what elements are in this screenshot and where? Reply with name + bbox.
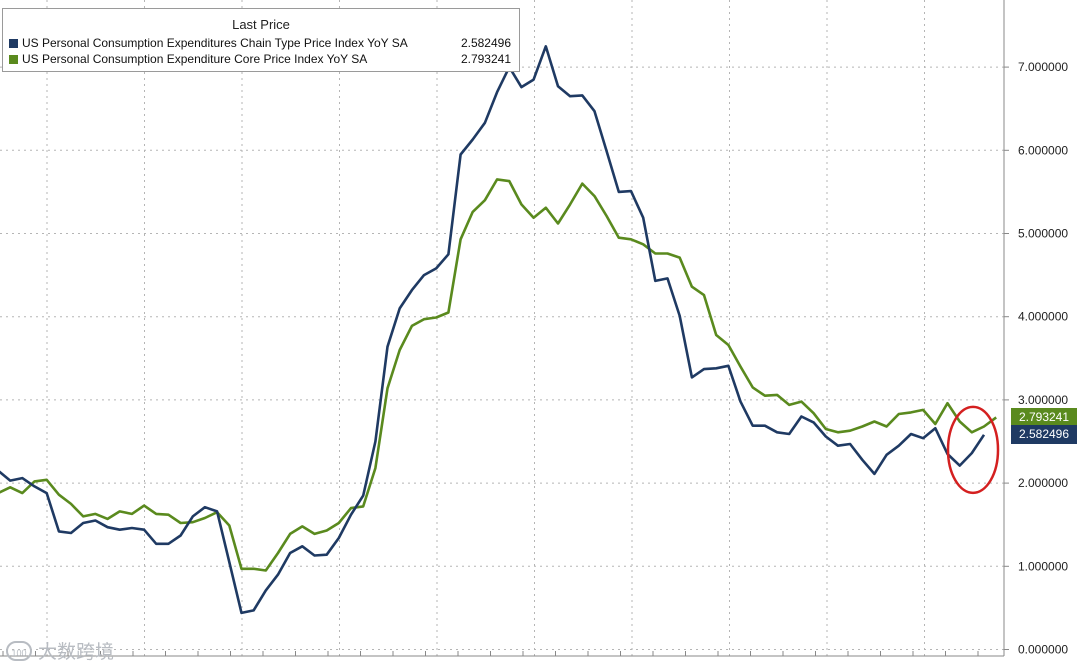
legend-entry-core-pce: US Personal Consumption Expenditure Core… <box>9 52 511 67</box>
series-line-pce <box>0 44 986 615</box>
legend-entry-pce: US Personal Consumption Expenditures Cha… <box>9 36 511 51</box>
legend-title: Last Price <box>232 17 290 32</box>
watermark-text: 大数跨境 <box>38 642 115 663</box>
y-tick-label: 1.000000 <box>1018 559 1068 573</box>
series-lines <box>0 44 997 615</box>
y-tick-label: 2.000000 <box>1018 476 1068 490</box>
highlight-circle <box>946 405 1000 495</box>
legend-label-core-pce: US Personal Consumption Expenditure Core… <box>22 52 368 66</box>
y-tick-label: 3.000000 <box>1018 393 1068 407</box>
y-tick-label: 4.000000 <box>1018 310 1068 324</box>
y-tick-label: 6.000000 <box>1018 143 1068 157</box>
logo-icon: 100 <box>6 640 32 661</box>
watermark: 100 大数跨境 <box>6 637 114 664</box>
legend-value-pce: 2.582496 <box>460 36 511 50</box>
y-axis: 0.000000 1.000000 2.000000 3.000000 4.000000… <box>1004 60 1068 657</box>
last-value-badge-pce: 2.582496 <box>1011 425 1077 445</box>
y-tick-label: 0.000000 <box>1018 643 1068 657</box>
legend-label-pce: US Personal Consumption Expenditures Cha… <box>22 36 408 50</box>
y-tick-label: 7.000000 <box>1018 60 1068 74</box>
x-ticks <box>2 651 979 656</box>
legend-value-core-pce: 2.793241 <box>460 52 511 66</box>
last-value-badge-core-pce: 2.793241 <box>1011 407 1077 427</box>
legend-swatch-pce <box>9 39 18 48</box>
series-line-core-pce <box>0 178 997 572</box>
y-tick-label: 5.000000 <box>1018 227 1068 241</box>
legend-swatch-core-pce <box>9 55 18 64</box>
grid <box>0 0 1004 656</box>
legend: Last Price US Personal Consumption Expen… <box>2 8 520 72</box>
